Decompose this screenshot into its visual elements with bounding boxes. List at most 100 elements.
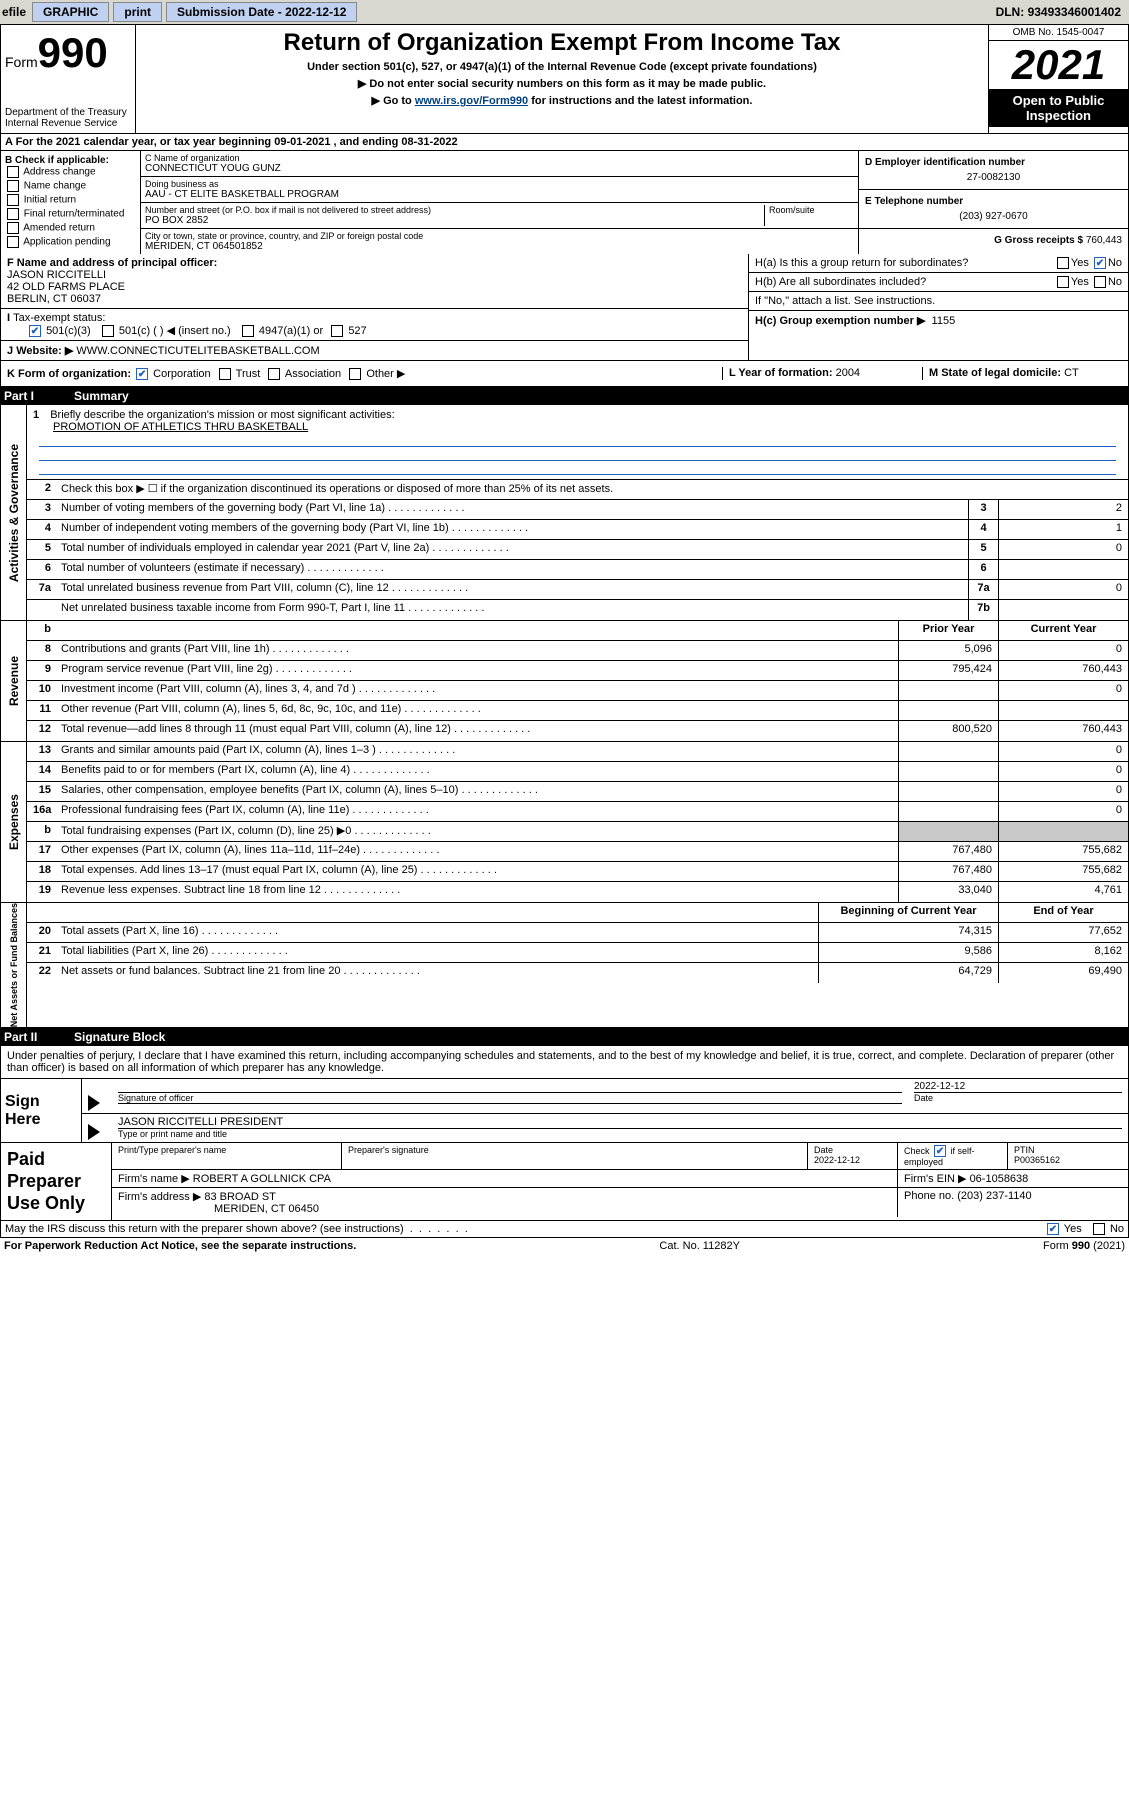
vtab-net-assets: Net Assets or Fund Balances	[1, 903, 27, 1027]
line-num: 17	[27, 842, 57, 861]
sig-officer-label: Signature of officer	[118, 1093, 902, 1104]
cb-amended-return: Amended return	[5, 222, 136, 234]
signature-block: Under penalties of perjury, I declare th…	[0, 1046, 1129, 1143]
table-row: 6Total number of volunteers (estimate if…	[27, 560, 1128, 580]
entity-block: B Check if applicable: Address change Na…	[0, 151, 1129, 254]
tax-year-end: 08-31-2022	[401, 136, 457, 148]
prior-year-value: 5,096	[898, 641, 998, 660]
checkbox-icon[interactable]	[7, 180, 19, 192]
prior-year-value	[898, 701, 998, 720]
checkbox-icon[interactable]	[1094, 276, 1106, 288]
checkbox-no-icon[interactable]: ✔	[1094, 257, 1106, 269]
line-num: 18	[27, 862, 57, 881]
website-row: J Website: ▶ WWW.CONNECTICUTELITEBASKETB…	[1, 341, 748, 360]
mission-line	[39, 447, 1116, 461]
l-value: 2004	[836, 367, 860, 379]
current-year-value: 760,443	[998, 661, 1128, 680]
submission-date-button[interactable]: Submission Date - 2022-12-12	[166, 2, 357, 22]
firm-phone-label: Phone no.	[904, 1190, 954, 1202]
checkbox-icon[interactable]	[7, 222, 19, 234]
po-name: JASON RICCITELLI	[7, 269, 742, 281]
line-text: Grants and similar amounts paid (Part IX…	[57, 742, 898, 761]
checkbox-icon[interactable]	[219, 368, 231, 380]
form-header-right: OMB No. 1545-0047 2021 Open to Public In…	[988, 25, 1128, 133]
form-header-center: Return of Organization Exempt From Incom…	[136, 25, 988, 133]
checkbox-icon[interactable]	[1057, 257, 1069, 269]
line-text: Total number of volunteers (estimate if …	[57, 560, 968, 579]
prior-year-value	[898, 762, 998, 781]
prep-date-label: Date	[814, 1145, 833, 1155]
line-text: Other revenue (Part VIII, column (A), li…	[57, 701, 898, 720]
line-num: 13	[27, 742, 57, 761]
dln-value: 93493346001402	[1028, 5, 1121, 19]
vtab-na-label: Net Assets or Fund Balances	[9, 903, 19, 1027]
graphic-button[interactable]: GRAPHIC	[32, 2, 109, 22]
form-header-left: Form990 Department of the Treasury Inter…	[1, 25, 136, 133]
line-text: Total revenue—add lines 8 through 11 (mu…	[57, 721, 898, 741]
cb-opt-5: Application pending	[23, 237, 110, 248]
irs-link[interactable]: www.irs.gov/Form990	[415, 95, 528, 107]
officer-name-label: Type or print name and title	[118, 1129, 1122, 1139]
checkbox-icon[interactable]	[7, 166, 19, 178]
checkbox-icon[interactable]	[102, 325, 114, 337]
line-num: 15	[27, 782, 57, 801]
expenses-section: Expenses 13Grants and similar amounts pa…	[0, 742, 1129, 903]
table-row: 21Total liabilities (Part X, line 26)9,5…	[27, 943, 1128, 963]
checkbox-icon[interactable]	[1093, 1223, 1105, 1235]
vtab-revenue-label: Revenue	[7, 656, 21, 706]
sig-date-label: Date	[914, 1093, 1122, 1103]
checkbox-icon[interactable]	[268, 368, 280, 380]
line-text: Revenue less expenses. Subtract line 18 …	[57, 882, 898, 902]
col-defg: D Employer identification number 27-0082…	[858, 151, 1128, 254]
line-num: 21	[27, 943, 57, 962]
line-value	[998, 600, 1128, 620]
line-text: Total expenses. Add lines 13–17 (must eq…	[57, 862, 898, 881]
prep-date-value: 2022-12-12	[814, 1155, 860, 1165]
line-text: Total unrelated business revenue from Pa…	[57, 580, 968, 599]
phone-value: (203) 927-0670	[865, 211, 1122, 222]
cb-opt-1: Name change	[24, 181, 86, 192]
line-num: 2	[27, 480, 57, 499]
tax-year: 2021	[989, 41, 1128, 89]
table-row: 5Total number of individuals employed in…	[27, 540, 1128, 560]
prior-year-value: 64,729	[818, 963, 998, 983]
table-row: 7aTotal unrelated business revenue from …	[27, 580, 1128, 600]
discuss-row: May the IRS discuss this return with the…	[0, 1221, 1129, 1238]
checkbox-icon[interactable]	[1057, 276, 1069, 288]
checkbox-corp-icon[interactable]: ✔	[136, 368, 148, 380]
ptin-value: P00365162	[1014, 1155, 1060, 1165]
checkbox-icon[interactable]	[331, 325, 343, 337]
checkbox-discuss-yes-icon[interactable]: ✔	[1047, 1223, 1059, 1235]
prior-year-value: 800,520	[898, 721, 998, 741]
gross-receipts-row: G Gross receipts $ 760,443	[859, 229, 1128, 252]
city-value: MERIDEN, CT 064501852	[145, 241, 854, 252]
current-year-value: 0	[998, 681, 1128, 700]
cb-app-pending: Application pending	[5, 236, 136, 248]
fijk-right: H(a) Is this a group return for subordin…	[748, 254, 1128, 360]
checkbox-icon[interactable]	[349, 368, 361, 380]
revenue-section: Revenue b Prior Year Current Year 8Contr…	[0, 621, 1129, 742]
checkbox-501c3-icon[interactable]: ✔	[29, 325, 41, 337]
yes-label: Yes	[1071, 257, 1089, 269]
print-button[interactable]: print	[113, 2, 162, 22]
current-year-value: 0	[998, 762, 1128, 781]
k-trust: Trust	[236, 368, 261, 380]
line-text: Other expenses (Part IX, column (A), lin…	[57, 842, 898, 861]
dln-label: DLN:	[996, 5, 1028, 19]
current-year-value: 0	[998, 641, 1128, 660]
dept-treasury: Department of the Treasury	[5, 107, 131, 118]
line-value: 0	[998, 540, 1128, 559]
current-year-value: 69,490	[998, 963, 1128, 983]
checkbox-icon[interactable]	[7, 208, 19, 220]
line-text: Net unrelated business taxable income fr…	[57, 600, 968, 620]
line-text: Program service revenue (Part VIII, line…	[57, 661, 898, 680]
checkbox-icon[interactable]	[242, 325, 254, 337]
checkbox-icon[interactable]	[7, 236, 19, 248]
table-row: 12Total revenue—add lines 8 through 11 (…	[27, 721, 1128, 741]
current-year-value: 8,162	[998, 943, 1128, 962]
table-row: 18Total expenses. Add lines 13–17 (must …	[27, 862, 1128, 882]
firm-addr-label: Firm's address ▶	[118, 1191, 201, 1203]
tes-501c: 501(c) ( ) ◀ (insert no.)	[119, 325, 231, 337]
current-year-value: 760,443	[998, 721, 1128, 741]
checkbox-icon[interactable]	[7, 194, 19, 206]
